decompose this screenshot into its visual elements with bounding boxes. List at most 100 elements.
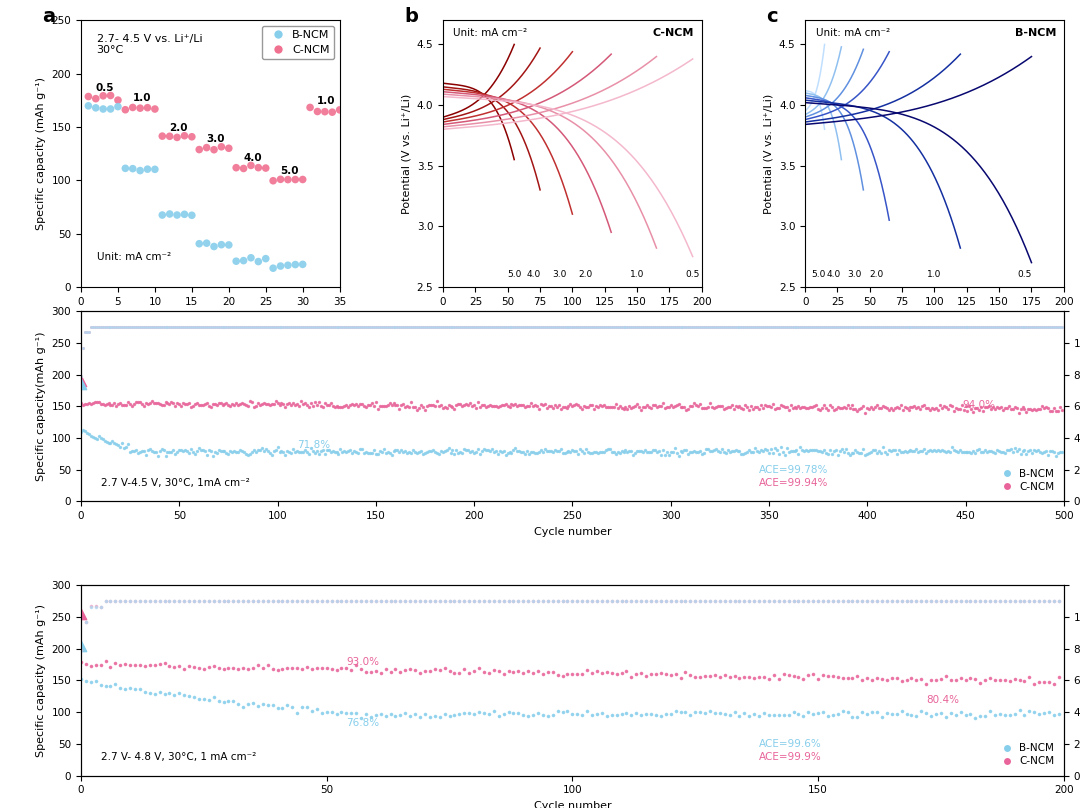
Point [348,595,365,608]
Point [387,321,404,334]
Point [607,321,624,334]
Point [784,321,801,334]
Point [962,446,980,459]
Point [240,321,257,334]
Point [234,701,252,713]
Point [967,402,984,415]
Point [827,444,845,457]
Point [202,401,219,414]
Point [621,444,638,457]
Point [89,321,106,334]
Point [672,595,689,608]
Point [961,400,978,413]
Point [569,321,586,334]
Point [723,398,740,411]
Point [351,321,368,334]
Point [259,321,276,334]
Point [190,398,207,411]
Point [696,402,713,415]
Point [678,403,696,416]
Point [353,398,370,410]
Point [421,595,438,608]
Point [384,397,402,410]
Point [379,399,396,412]
Point [619,321,636,334]
Point [381,321,399,334]
Point [854,400,872,413]
Point [511,444,528,457]
Point [1028,444,1045,457]
Point [276,400,294,413]
Point [245,444,262,457]
Point [411,710,429,723]
Point [89,432,106,445]
Point [514,446,531,459]
Point [165,444,183,457]
Point [647,667,664,680]
Point [770,321,787,334]
Point [1029,402,1047,415]
Point [922,709,940,722]
Point [627,667,645,680]
Point [220,321,238,334]
Point [274,321,292,334]
Point [313,595,330,608]
Point [446,595,463,608]
Point [890,444,907,457]
Point [132,595,149,608]
Point [405,321,422,334]
Point [139,444,157,457]
Point [971,403,988,416]
Point [864,595,881,608]
Point [308,595,325,608]
Text: 2.7 V- 4.8 V, 30°C, 1 mA cm⁻²: 2.7 V- 4.8 V, 30°C, 1 mA cm⁻² [100,752,256,763]
Point [293,321,310,334]
Point [357,595,375,608]
Point [530,445,548,458]
Point [1045,709,1063,722]
Point [707,443,725,456]
Point [298,446,315,459]
Point [888,671,905,684]
Point [135,321,152,334]
Point [973,321,990,334]
Point [225,694,242,707]
Point [1017,321,1035,334]
Point [102,103,119,116]
Point [766,595,783,608]
Point [859,595,876,608]
Point [637,595,654,608]
Point [1004,446,1022,459]
Point [235,162,253,175]
Point [180,321,198,334]
Point [583,399,600,412]
Point [590,321,607,334]
Point [986,595,1003,608]
Point [825,321,842,334]
Point [687,595,704,608]
Point [991,674,1009,687]
Point [218,321,235,334]
Point [1021,671,1038,684]
Point [615,321,632,334]
Point [252,321,269,334]
Point [585,445,603,458]
Point [918,677,935,690]
Point [328,321,346,334]
Point [726,595,743,608]
Point [399,321,416,334]
Point [197,398,214,410]
Point [116,321,133,334]
Point [1031,321,1049,334]
Point [438,444,456,457]
Point [693,320,711,333]
Point [451,398,469,410]
Point [200,444,217,457]
Point [403,396,420,409]
Point [733,321,751,334]
Point [392,709,409,722]
Point [528,400,545,413]
Point [178,321,195,334]
Point [389,321,406,334]
Point [801,321,819,334]
